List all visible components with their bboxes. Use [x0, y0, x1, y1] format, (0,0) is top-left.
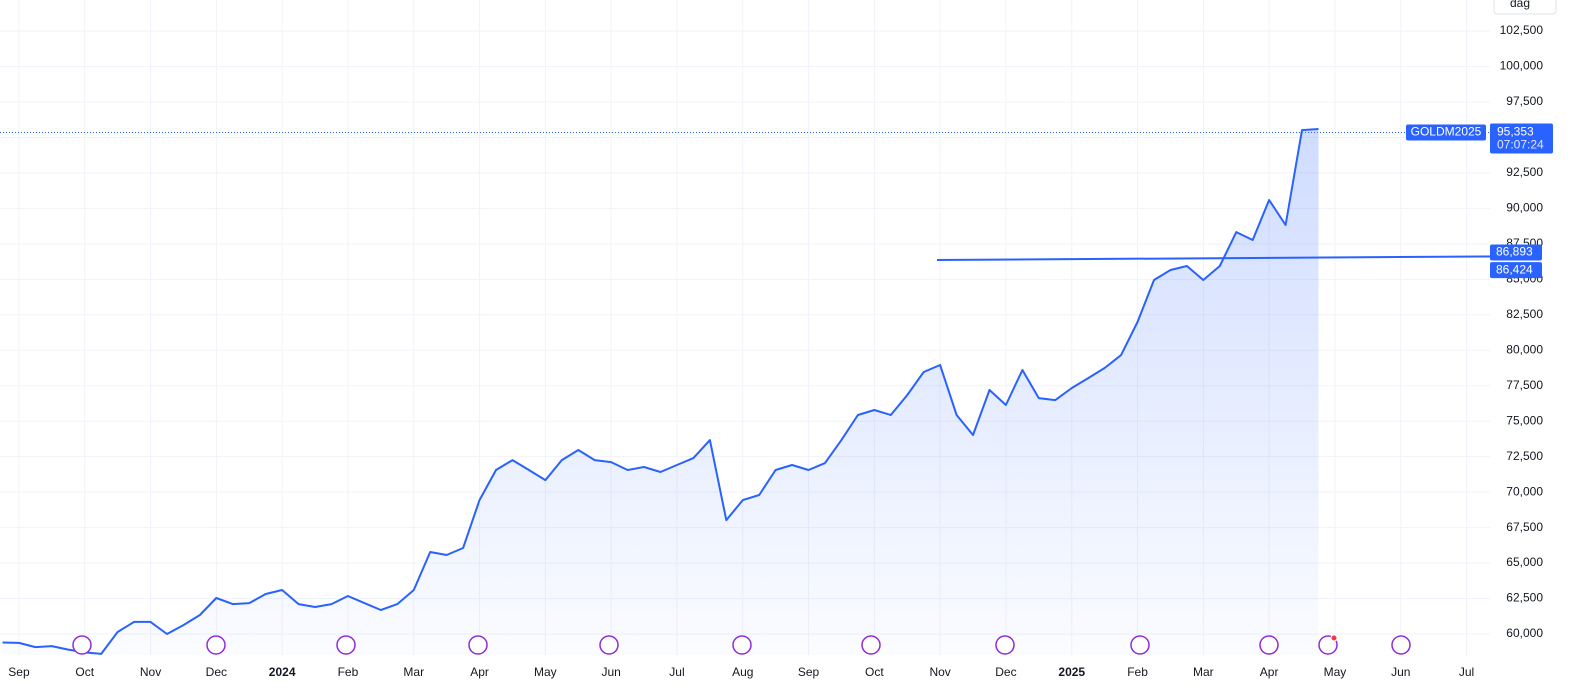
interval-label[interactable]: dag: [1510, 0, 1530, 10]
x-tick-label: Aug: [732, 665, 753, 679]
y-tick-label: 77,500: [1506, 378, 1543, 392]
y-tick-label: 92,500: [1506, 165, 1543, 179]
price-line: [2, 128, 1319, 655]
y-tick-label: 80,000: [1506, 342, 1543, 356]
x-tick-label: Nov: [929, 665, 950, 679]
x-tick-label: Nov: [140, 665, 161, 679]
x-tick-label: Jun: [601, 665, 620, 679]
y-tick-label: 62,500: [1506, 591, 1543, 605]
y-tick-label: 90,000: [1506, 201, 1543, 215]
event-dot: [1330, 634, 1338, 642]
x-tick-label: 2024: [269, 665, 296, 679]
x-tick-label: May: [1324, 665, 1347, 679]
price-label: 86,893: [1496, 245, 1533, 259]
y-tick-label: 60,000: [1506, 626, 1543, 640]
countdown-label: 07:07:24: [1497, 138, 1544, 152]
event-icon[interactable]: [1259, 635, 1279, 655]
y-tick-label: 70,000: [1506, 484, 1543, 498]
x-tick-label: Apr: [1260, 665, 1279, 679]
trend-line: [936, 255, 1544, 262]
event-icon[interactable]: [599, 635, 619, 655]
last-price-label: 95,353: [1497, 125, 1534, 139]
x-tick-label: Dec: [206, 665, 227, 679]
x-tick-label: Sep: [798, 665, 820, 679]
y-tick-label: 75,000: [1506, 413, 1543, 427]
y-tick-label: 100,000: [1500, 59, 1544, 73]
y-tick-label: 97,500: [1506, 94, 1543, 108]
event-icon[interactable]: [468, 635, 488, 655]
price-label: 86,424: [1496, 262, 1533, 276]
x-tick-label: May: [534, 665, 557, 679]
event-icon[interactable]: [206, 635, 226, 655]
x-tick-label: Apr: [470, 665, 489, 679]
interval-box[interactable]: [1493, 0, 1557, 15]
x-tick-label: Dec: [995, 665, 1016, 679]
x-tick-label: Oct: [865, 665, 884, 679]
event-icon[interactable]: [336, 635, 356, 655]
price-label-box: [1490, 244, 1542, 261]
event-icon[interactable]: [1130, 635, 1150, 655]
price-label-box: [1490, 262, 1542, 279]
y-tick-label: 67,500: [1506, 520, 1543, 534]
y-tick-label: 72,500: [1506, 449, 1543, 463]
price-axis: [1490, 0, 1596, 694]
x-tick-label: Oct: [75, 665, 94, 679]
x-tick-label: Mar: [1193, 665, 1214, 679]
event-icon[interactable]: [732, 635, 752, 655]
last-price-box: [1490, 123, 1553, 154]
x-tick-label: Sep: [8, 665, 30, 679]
x-tick-label: 2025: [1058, 665, 1085, 679]
event-icons: [72, 634, 1411, 655]
x-tick-label: Feb: [1127, 665, 1148, 679]
symbol-label: GOLDM2025: [1411, 125, 1482, 139]
area-fill: [2, 129, 1319, 655]
y-tick-label: 65,000: [1506, 555, 1543, 569]
event-icon[interactable]: [72, 635, 92, 655]
x-tick-label: Jul: [669, 665, 684, 679]
y-tick-label: 82,500: [1506, 307, 1543, 321]
event-icon[interactable]: [1391, 635, 1411, 655]
x-tick-label: Jul: [1459, 665, 1474, 679]
x-tick-label: Feb: [338, 665, 359, 679]
plot: Sep Oct Nov Dec 2024 Feb Mar Apr May Jun Jul Aug Sep…: [0, 128, 1544, 679]
symbol-tag: [1406, 124, 1486, 141]
x-tick-label: Mar: [403, 665, 424, 679]
event-icon[interactable]: [861, 635, 881, 655]
x-tick-label: Jun: [1391, 665, 1410, 679]
event-icon[interactable]: [995, 635, 1015, 655]
y-tick-label: 102,500: [1500, 23, 1544, 37]
